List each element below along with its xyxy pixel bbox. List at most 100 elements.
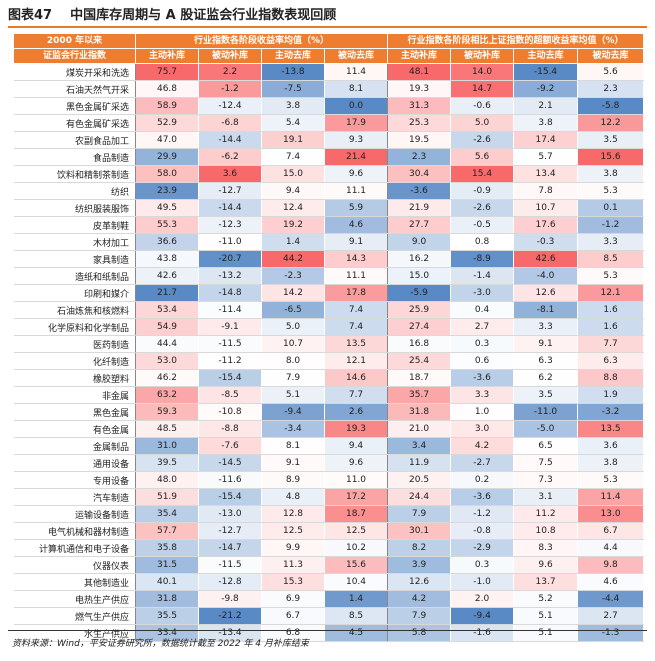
corner-bottom: 证监会行业指数 [13,48,136,64]
return-cell: 10.4 [324,573,389,591]
return-cell: 4.8 [261,488,325,506]
excess-return-cell: 4.2 [387,590,452,608]
return-cell: 19.1 [261,131,325,149]
excess-return-cell: 3.8 [513,114,579,132]
table-row: 印刷和媒介 21.7 -14.8 14.2 17.8 -5.9 -3.0 12.6 12.1 [13,284,645,302]
return-cell: 9.6 [324,454,389,472]
phase-header: 被动补库 [198,48,262,64]
return-cell: 29.9 [135,148,199,166]
return-cell: 75.7 [135,63,199,81]
return-cell: 49.5 [135,199,199,217]
excess-return-cell: -2.9 [450,539,515,557]
return-cell: 23.9 [135,182,199,200]
table-row: 橡胶塑料 46.2 -15.4 7.9 14.6 18.7 -3.6 6.2 8.8 [13,369,645,387]
return-cell: -9.1 [198,318,262,336]
return-cell: 39.5 [135,454,199,472]
excess-return-cell: 4.4 [577,539,645,557]
return-cell: 42.6 [135,267,199,285]
figure-title: 图表47 中国库存周期与 A 股证监会行业指数表现回顾 [8,4,336,24]
industry-name: 燃气生产供应 [13,607,136,625]
return-cell: 47.0 [135,131,199,149]
excess-return-cell: 20.5 [387,471,452,489]
return-cell: 9.1 [324,233,389,251]
excess-return-cell: 4.2 [450,437,515,455]
excess-return-cell: 2.7 [450,318,515,336]
excess-return-cell: 5.7 [513,148,579,166]
excess-return-cell: 21.0 [387,420,452,438]
table-row: 皮革制鞋 55.3 -12.3 19.2 4.6 27.7 -0.5 17.6 -1.2 [13,216,645,234]
return-cell: -13.2 [198,267,262,285]
return-cell: 12.4 [261,199,325,217]
industry-name: 黑色金属 [13,403,136,421]
source-note: 资料来源：Wind，平安证券研究所，数据统计截至 2022 年 4 月补库结束 [12,639,309,649]
return-cell: 9.1 [261,454,325,472]
industry-name: 有色金属 [13,420,136,438]
return-cell: 17.9 [324,114,389,132]
excess-return-cell: 0.1 [577,199,645,217]
table-row: 造纸和纸制品 42.6 -13.2 -2.3 11.1 15.0 -1.4 -4.0 5.3 [13,267,645,285]
return-cell: 8.1 [324,80,389,98]
table-row: 汽车制造 51.9 -15.4 4.8 17.2 24.4 -3.6 3.1 11.4 [13,488,645,506]
excess-return-cell: -2.6 [450,131,515,149]
excess-return-cell: 3.0 [450,420,515,438]
excess-return-cell: 5.3 [577,182,645,200]
return-cell: 5.0 [261,318,325,336]
table-row: 水生产供应 33.4 -13.4 6.8 4.5 5.8 -1.6 5.1 -1.3 [13,624,645,642]
excess-return-cell: 8.3 [513,539,579,557]
table-row: 仪器仪表 31.5 -11.5 11.3 15.6 3.9 0.3 9.6 9.8 [13,556,645,574]
industry-name: 仪器仪表 [13,556,136,574]
return-cell: 15.6 [324,556,389,574]
return-cell: 9.6 [324,165,389,183]
return-cell: 11.4 [324,63,389,81]
return-cell: -8.8 [198,420,262,438]
industry-name: 石油天然气开采 [13,80,136,98]
excess-return-cell: 14.7 [450,80,515,98]
excess-return-cell: 19.5 [387,131,452,149]
return-cell: 58.0 [135,165,199,183]
return-cell: -11.2 [198,352,262,370]
table-row: 黑色金属矿采选 58.9 -12.4 3.8 0.0 31.3 -0.6 2.1 -5.8 [13,97,645,115]
excess-return-cell: -5.0 [513,420,579,438]
excess-return-cell: 9.6 [513,556,579,574]
return-cell: 57.7 [135,522,199,540]
return-cell: 7.9 [261,369,325,387]
excess-return-cell: 25.3 [387,114,452,132]
table-row: 其他制造业 40.1 -12.8 15.3 10.4 12.6 -1.0 13.7 4.6 [13,573,645,591]
return-cell: -20.7 [198,250,262,268]
table-row: 电气机械和器材制造 57.7 -12.7 12.5 12.5 30.1 -0.8 10.8 6.… [13,522,645,540]
table-row: 金属制品 31.0 -7.6 8.1 9.4 3.4 4.2 6.5 3.6 [13,437,645,455]
title-rule [8,26,647,28]
excess-return-cell: 14.0 [450,63,515,81]
return-cell: 21.7 [135,284,199,302]
excess-return-cell: 21.9 [387,199,452,217]
excess-return-cell: -3.6 [387,182,452,200]
return-cell: 58.9 [135,97,199,115]
return-cell: 7.4 [261,148,325,166]
excess-return-cell: 27.4 [387,318,452,336]
table-row: 有色金属矿采选 52.9 -6.8 5.4 17.9 25.3 5.0 3.8 12.2 [13,114,645,132]
return-cell: -9.4 [261,403,325,421]
return-cell: 14.2 [261,284,325,302]
excess-return-cell: 5.3 [577,471,645,489]
excess-return-cell: 7.5 [513,454,579,472]
excess-return-cell: 25.4 [387,352,452,370]
excess-return-cell: 7.7 [577,335,645,353]
excess-return-cell: 3.3 [450,386,515,404]
excess-return-cell: 5.0 [450,114,515,132]
excess-return-cell: 3.8 [577,165,645,183]
industry-name: 煤炭开采和洗选 [13,63,136,81]
return-cell: 17.8 [324,284,389,302]
excess-return-cell: 3.8 [577,454,645,472]
industry-name: 运输设备制造 [13,505,136,523]
return-cell: 8.5 [324,607,389,625]
excess-return-cell: -3.6 [450,369,515,387]
return-cell: -8.5 [198,386,262,404]
excess-return-cell: -9.4 [450,607,515,625]
return-cell: -14.5 [198,454,262,472]
return-cell: 31.0 [135,437,199,455]
excess-return-cell: 13.4 [513,165,579,183]
excess-return-cell: 15.4 [450,165,515,183]
return-cell: -12.7 [198,522,262,540]
table-row: 石油炼焦和核燃料 53.4 -11.4 -6.5 7.4 25.9 0.4 -8.1 1.6 [13,301,645,319]
table-body: 煤炭开采和洗选 75.7 2.2 -13.8 11.4 48.1 14.0 -15.4 5.6 石… [13,63,645,642]
